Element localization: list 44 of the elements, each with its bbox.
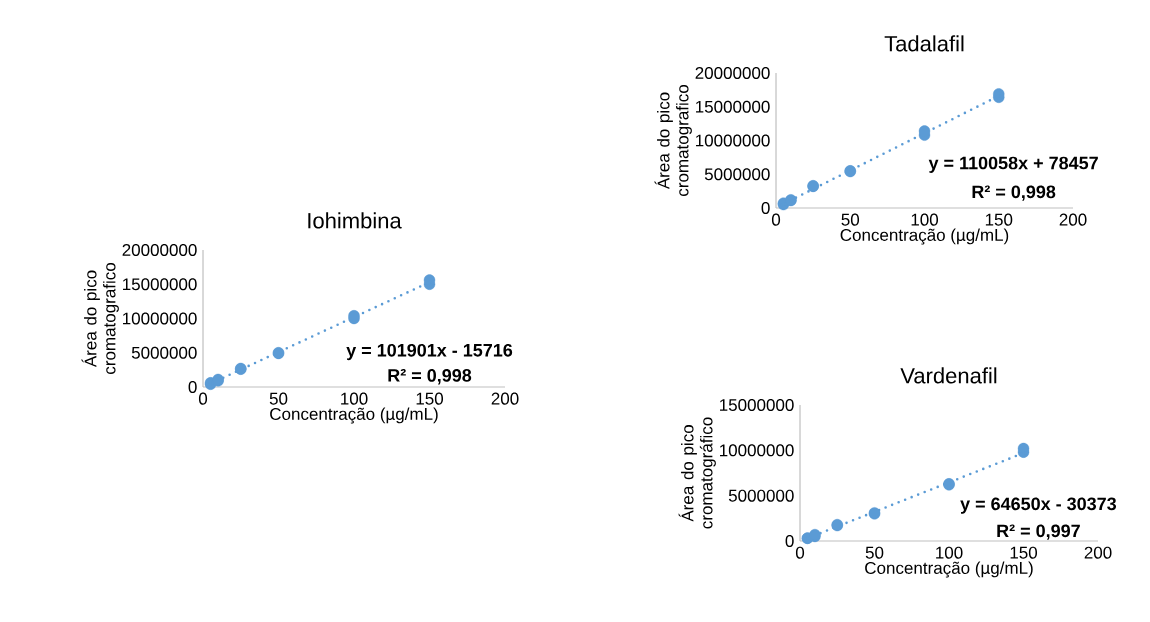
y-tick-label: 20000000 (695, 66, 770, 80)
x-tick-label: 200 (491, 392, 519, 405)
y-tick-label: 15000000 (123, 278, 197, 291)
y-tick-label: 15000000 (696, 100, 770, 113)
annotation: R² = 0,998 (972, 185, 1056, 201)
x-tick-label: 200 (1084, 546, 1112, 559)
y-tick-label: 0 (761, 201, 770, 215)
y-tick-label: 5000000 (728, 489, 794, 502)
y-axis-title: Área do pico cromatografico (654, 85, 692, 196)
annotation: R² = 0,997 (997, 524, 1080, 540)
y-tick-label: 0 (785, 534, 794, 548)
y-tick-label: 10000000 (696, 134, 770, 147)
annotation: y = 110058x + 78457 (928, 156, 1098, 173)
chart-title: Iohimbina (308, 212, 402, 229)
x-tick-label: 100 (911, 213, 939, 226)
x-tick-label: 50 (269, 392, 288, 405)
x-tick-label: 100 (341, 392, 368, 405)
x-tick-label: 50 (865, 546, 884, 559)
x-axis-title: Concentração (µg/mL) (270, 407, 438, 424)
chart-title: Vardenafil (900, 367, 997, 384)
x-tick-label: 200 (1059, 213, 1087, 226)
annotation: y = 101901x - 15716 (346, 343, 513, 361)
chart-title: Tadalafil (884, 35, 964, 52)
x-tick-label: 150 (416, 392, 444, 405)
annotation: y = 64650x - 30373 (960, 497, 1117, 514)
x-axis-title: Concentração (µg/mL) (865, 561, 1033, 578)
x-tick-label: 150 (1010, 546, 1038, 559)
y-tick-label: 20000000 (122, 243, 197, 257)
x-axis-title: Concentração (µg/mL) (840, 228, 1009, 245)
y-axis-title: Área do pico cromatográfico (678, 417, 716, 529)
y-axis-title: Área do pico cromatografico (81, 263, 119, 374)
annotation: R² = 0,998 (388, 369, 472, 385)
x-tick-label: 0 (795, 546, 805, 559)
x-tick-label: 0 (771, 213, 781, 226)
y-tick-label: 0 (188, 380, 197, 394)
y-tick-label: 15000000 (720, 398, 794, 412)
x-tick-label: 100 (936, 546, 963, 559)
x-tick-label: 50 (841, 213, 860, 226)
y-tick-label: 10000000 (720, 444, 794, 457)
y-tick-label: 5000000 (704, 168, 770, 181)
y-tick-label: 5000000 (131, 346, 197, 359)
x-tick-label: 150 (985, 213, 1013, 226)
y-tick-label: 10000000 (123, 312, 197, 325)
x-tick-label: 0 (198, 392, 208, 405)
